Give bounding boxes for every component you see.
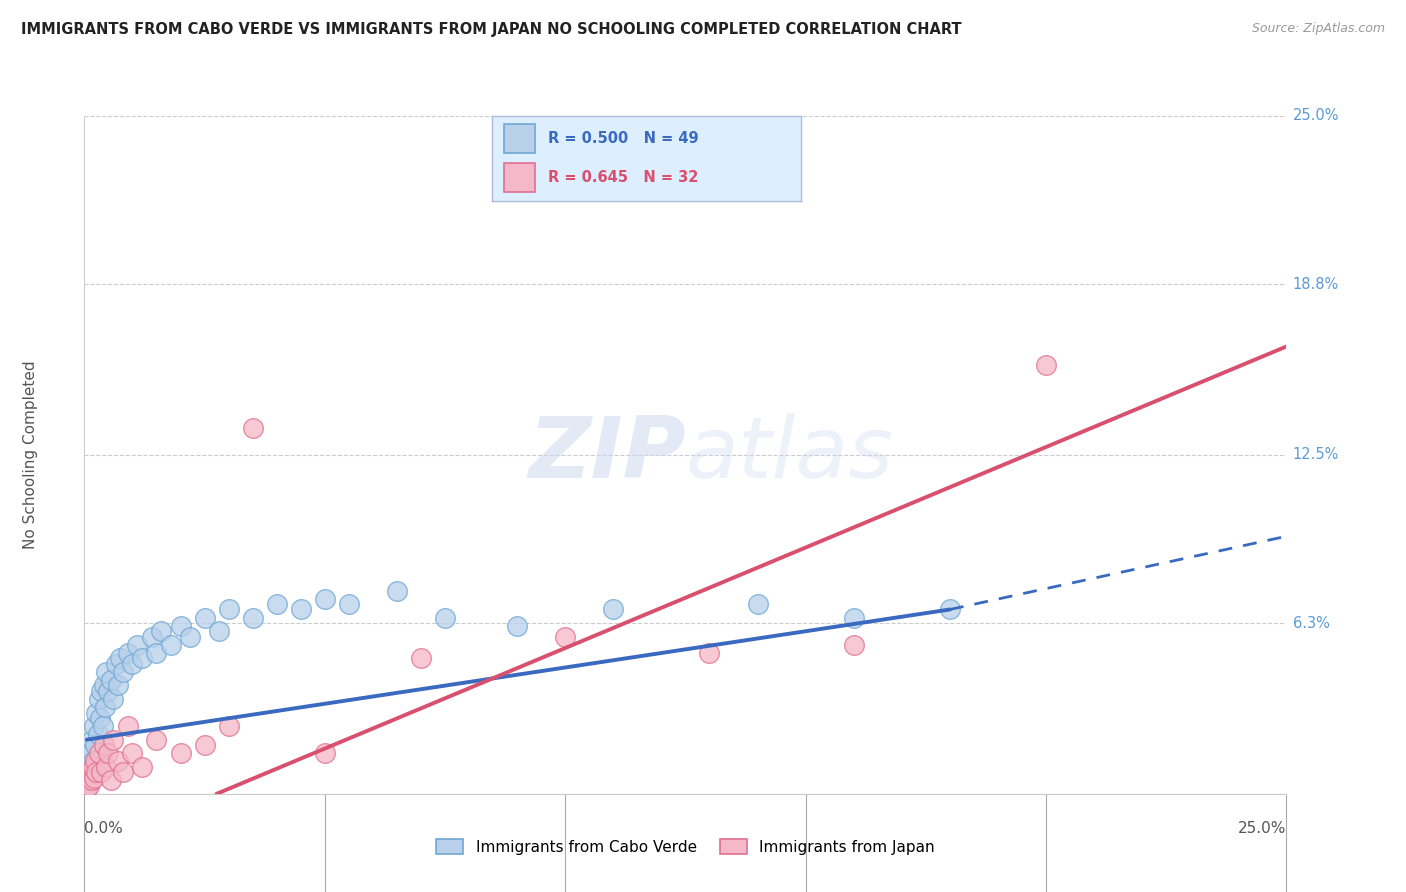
Point	[107, 678, 129, 692]
Point	[337, 597, 360, 611]
Point	[89, 711, 111, 725]
Text: atlas: atlas	[686, 413, 893, 497]
Point	[121, 657, 143, 671]
Point	[103, 692, 125, 706]
Point	[194, 738, 217, 752]
Point	[87, 746, 110, 760]
Point	[97, 746, 120, 760]
Text: Source: ZipAtlas.com: Source: ZipAtlas.com	[1251, 22, 1385, 36]
Point	[121, 746, 143, 760]
Point	[117, 646, 139, 660]
Point	[117, 719, 139, 733]
Point	[86, 765, 108, 780]
Point	[84, 738, 107, 752]
Point	[554, 630, 576, 644]
Point	[150, 624, 173, 639]
Point	[80, 773, 103, 788]
Point	[699, 646, 721, 660]
Point	[842, 610, 865, 624]
Point	[160, 638, 183, 652]
Point	[83, 719, 105, 733]
Point	[80, 732, 103, 747]
Point	[84, 755, 107, 769]
Point	[77, 779, 100, 793]
Point	[314, 746, 336, 760]
Point	[97, 683, 120, 698]
Point	[90, 765, 112, 780]
Point	[208, 624, 231, 639]
Point	[169, 746, 191, 760]
Point	[93, 678, 115, 692]
Point	[385, 583, 408, 598]
Text: IMMIGRANTS FROM CABO VERDE VS IMMIGRANTS FROM JAPAN NO SCHOOLING COMPLETED CORRE: IMMIGRANTS FROM CABO VERDE VS IMMIGRANTS…	[21, 22, 962, 37]
Point	[242, 421, 264, 435]
Point	[242, 610, 264, 624]
Point	[82, 755, 104, 769]
Point	[194, 610, 217, 624]
Point	[91, 719, 114, 733]
Point	[602, 602, 624, 616]
Point	[145, 732, 167, 747]
Point	[86, 706, 108, 720]
Point	[87, 692, 110, 706]
Point	[77, 765, 100, 780]
Point	[93, 738, 115, 752]
Point	[1035, 359, 1057, 373]
Point	[111, 765, 134, 780]
Point	[131, 651, 153, 665]
Point	[266, 597, 288, 611]
Point	[93, 700, 115, 714]
Text: 12.5%: 12.5%	[1292, 448, 1339, 462]
Point	[77, 773, 100, 788]
Point	[104, 657, 127, 671]
Point	[506, 619, 529, 633]
Point	[77, 746, 100, 760]
Point	[409, 651, 432, 665]
Point	[83, 771, 105, 785]
Point	[141, 630, 163, 644]
Point	[145, 646, 167, 660]
Point	[939, 602, 962, 616]
Point	[218, 602, 240, 616]
Point	[100, 673, 122, 687]
Point	[131, 760, 153, 774]
Point	[87, 727, 110, 741]
Point	[179, 630, 201, 644]
Text: 0.0%: 0.0%	[84, 821, 124, 836]
Point	[94, 665, 117, 679]
Text: 6.3%: 6.3%	[1292, 615, 1330, 631]
Point	[314, 591, 336, 606]
FancyBboxPatch shape	[505, 163, 536, 192]
Point	[76, 781, 98, 796]
Point	[842, 638, 865, 652]
Point	[434, 610, 457, 624]
Text: 18.8%: 18.8%	[1292, 277, 1339, 292]
Point	[94, 760, 117, 774]
Text: R = 0.500   N = 49: R = 0.500 N = 49	[548, 131, 699, 146]
Point	[111, 665, 134, 679]
Point	[110, 651, 132, 665]
Point	[79, 765, 101, 780]
Text: 25.0%: 25.0%	[1239, 821, 1286, 836]
Point	[127, 638, 149, 652]
Text: ZIP: ZIP	[527, 413, 686, 497]
Text: R = 0.645   N = 32: R = 0.645 N = 32	[548, 170, 699, 186]
Point	[76, 779, 98, 793]
Point	[290, 602, 312, 616]
Point	[169, 619, 191, 633]
Point	[218, 719, 240, 733]
Text: No Schooling Completed: No Schooling Completed	[22, 360, 38, 549]
Point	[107, 755, 129, 769]
Text: 25.0%: 25.0%	[1292, 109, 1339, 123]
Point	[100, 773, 122, 788]
Legend: Immigrants from Cabo Verde, Immigrants from Japan: Immigrants from Cabo Verde, Immigrants f…	[430, 832, 941, 861]
Point	[103, 732, 125, 747]
Point	[747, 597, 769, 611]
Point	[79, 773, 101, 788]
Point	[82, 760, 104, 774]
Point	[90, 683, 112, 698]
FancyBboxPatch shape	[505, 124, 536, 153]
